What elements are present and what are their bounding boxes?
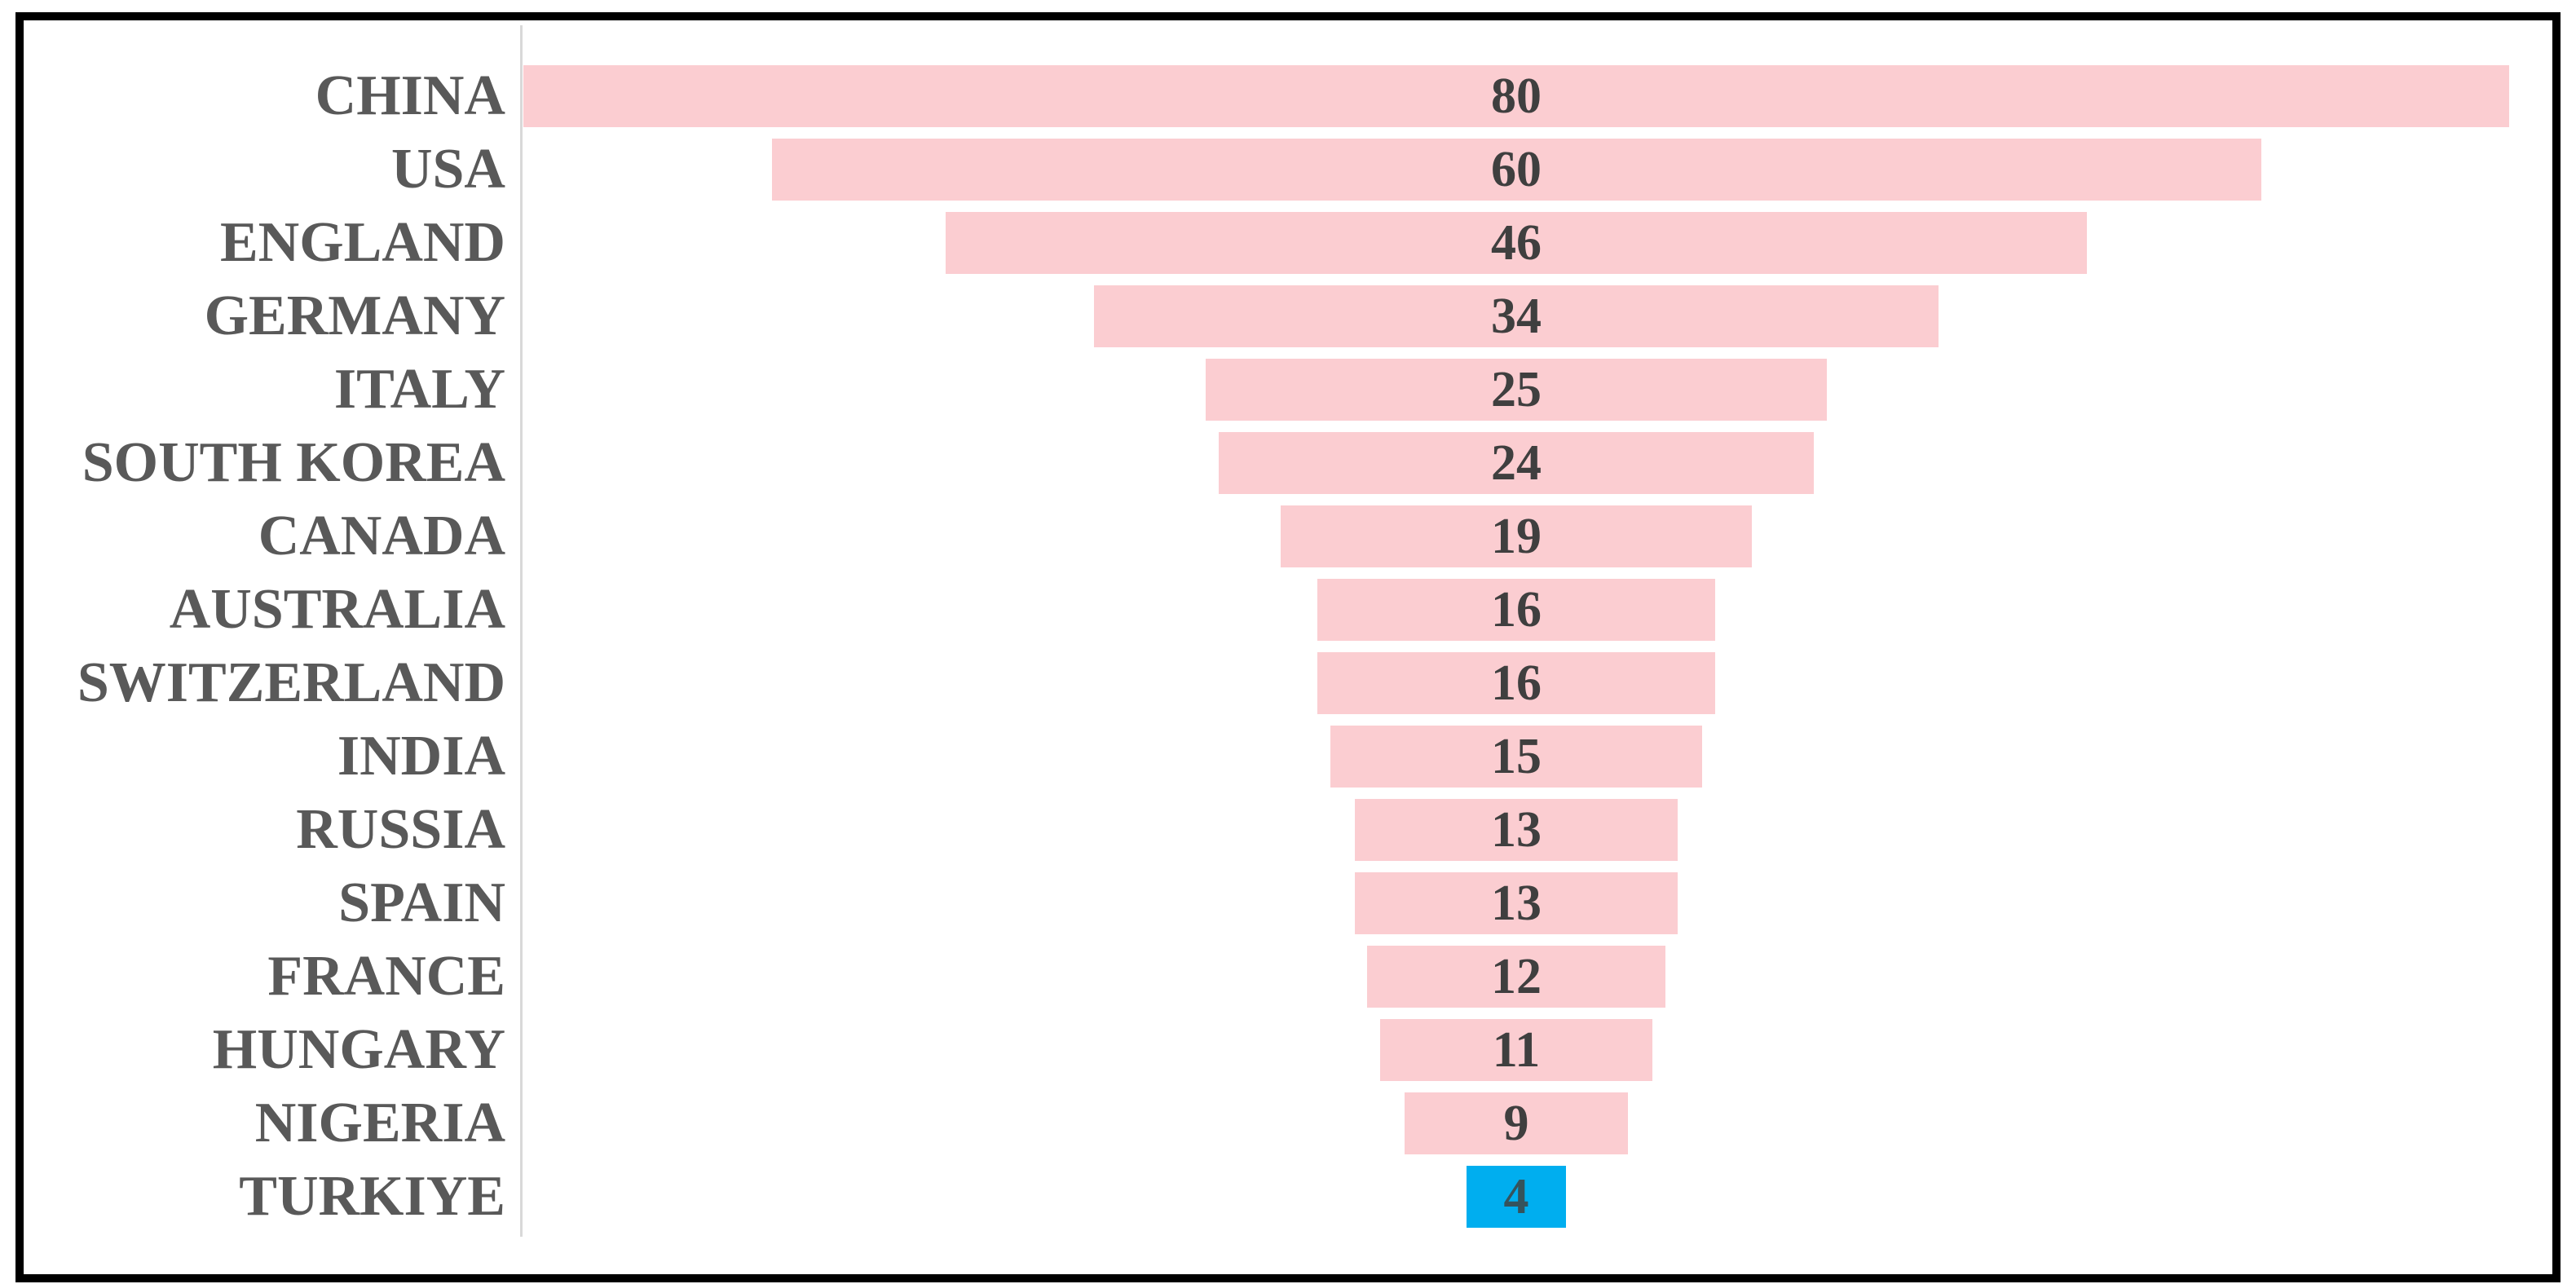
category-label: SPAIN <box>338 871 505 934</box>
category-label: HUNGARY <box>212 1018 505 1081</box>
funnel-bar <box>1218 432 1815 494</box>
category-label: AUSTRALIA <box>169 578 505 641</box>
category-label: SWITZERLAND <box>77 651 505 714</box>
bar-zone: 4 <box>520 1160 2552 1233</box>
funnel-row: SOUTH KOREA 24 <box>24 426 2552 500</box>
category-label: ITALY <box>333 358 505 421</box>
funnel-row: CHINA 80 <box>24 60 2552 133</box>
funnel-bar <box>1094 285 1939 347</box>
category-label: ENGLAND <box>219 211 505 274</box>
bar-zone: 60 <box>520 133 2552 206</box>
funnel-row: NIGERIA 9 <box>24 1087 2552 1160</box>
funnel-row: INDIA 15 <box>24 720 2552 793</box>
bar-zone: 13 <box>520 793 2552 867</box>
value-label: 12 <box>1491 949 1542 1004</box>
value-label: 13 <box>1491 802 1542 858</box>
value-label: 19 <box>1491 509 1542 564</box>
bar-zone: 16 <box>520 646 2552 720</box>
funnel-bar <box>1467 1166 1566 1228</box>
funnel-row: RUSSIA 13 <box>24 793 2552 867</box>
bar-zone: 16 <box>520 573 2552 646</box>
funnel-row: SPAIN 13 <box>24 867 2552 940</box>
value-label: 4 <box>1503 1169 1529 1224</box>
category-axis-line <box>520 25 523 1237</box>
bar-zone: 46 <box>520 206 2552 280</box>
funnel-bar <box>1317 579 1715 641</box>
bar-zone: 9 <box>520 1087 2552 1160</box>
chart-frame: CHINA 80 USA 60 ENGLAND 46 GERMANY 34 IT… <box>15 12 2561 1282</box>
category-label: NIGERIA <box>254 1092 505 1154</box>
funnel-bar <box>1404 1092 1629 1154</box>
funnel-row: USA 60 <box>24 133 2552 206</box>
funnel-bar <box>1367 946 1665 1008</box>
funnel-row: CANADA 19 <box>24 500 2552 573</box>
funnel-bar <box>1317 652 1715 714</box>
bar-zone: 13 <box>520 867 2552 940</box>
category-label: INDIA <box>337 725 505 788</box>
category-label: CHINA <box>315 64 505 127</box>
value-label: 11 <box>1492 1022 1541 1078</box>
category-label: RUSSIA <box>296 798 505 861</box>
bar-zone: 12 <box>520 940 2552 1013</box>
funnel-bar <box>523 65 2509 127</box>
category-label: FRANCE <box>267 945 505 1008</box>
category-label: USA <box>390 138 505 201</box>
bar-zone: 19 <box>520 500 2552 573</box>
value-label: 34 <box>1491 289 1542 344</box>
bar-zone: 24 <box>520 426 2552 500</box>
category-label: TURKIYE <box>239 1165 505 1228</box>
funnel-bar <box>1379 1019 1653 1081</box>
value-label: 13 <box>1491 876 1542 931</box>
funnel-bar <box>1355 872 1678 934</box>
funnel-row: ITALY 25 <box>24 353 2552 426</box>
funnel-row: AUSTRALIA 16 <box>24 573 2552 646</box>
funnel-bar <box>1280 505 1753 567</box>
value-label: 15 <box>1491 729 1542 784</box>
funnel-row: FRANCE 12 <box>24 940 2552 1013</box>
value-label: 80 <box>1491 68 1542 124</box>
value-label: 9 <box>1503 1096 1529 1151</box>
bar-zone: 34 <box>520 280 2552 353</box>
funnel-row: TURKIYE 4 <box>24 1160 2552 1233</box>
value-label: 46 <box>1491 215 1542 271</box>
funnel-bar <box>945 212 2088 274</box>
funnel-bar <box>771 139 2261 201</box>
value-label: 16 <box>1491 582 1542 638</box>
category-label: GERMANY <box>204 285 505 347</box>
bar-zone: 80 <box>520 60 2552 133</box>
bar-zone: 11 <box>520 1013 2552 1087</box>
category-label: SOUTH KOREA <box>82 431 505 494</box>
funnel-rows: CHINA 80 USA 60 ENGLAND 46 GERMANY 34 IT… <box>24 60 2552 1233</box>
bar-zone: 25 <box>520 353 2552 426</box>
value-label: 16 <box>1491 655 1542 711</box>
funnel-row: GERMANY 34 <box>24 280 2552 353</box>
funnel-bar <box>1330 726 1703 788</box>
value-label: 60 <box>1491 142 1542 197</box>
funnel-row: SWITZERLAND 16 <box>24 646 2552 720</box>
category-label: CANADA <box>258 505 505 567</box>
funnel-row: HUNGARY 11 <box>24 1013 2552 1087</box>
funnel-bar <box>1206 359 1827 421</box>
bar-zone: 15 <box>520 720 2552 793</box>
funnel-bar <box>1355 799 1678 861</box>
value-label: 25 <box>1491 362 1542 417</box>
value-label: 24 <box>1491 435 1542 491</box>
funnel-row: ENGLAND 46 <box>24 206 2552 280</box>
